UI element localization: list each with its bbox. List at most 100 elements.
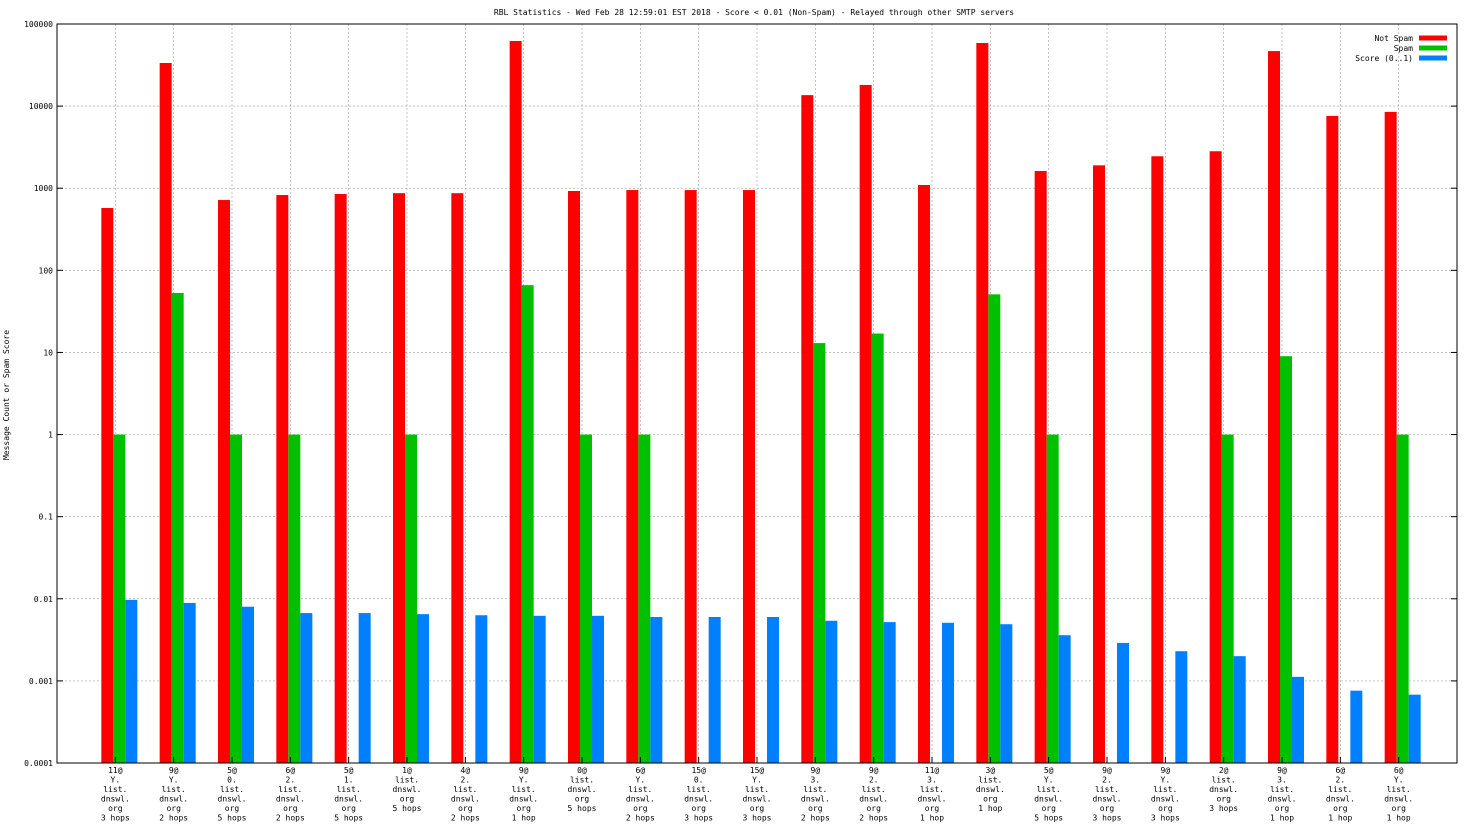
bar-not-spam <box>743 190 755 763</box>
x-tick-label: 3@ list. dnswl. org 1 hop <box>976 766 1005 813</box>
bar-not-spam <box>276 195 289 764</box>
bar-spam <box>171 292 184 763</box>
grid <box>57 24 1457 763</box>
y-axis-label: Message Count or Spam Score <box>2 330 11 460</box>
x-tick-label: 1@ list. dnswl. org 5 hops <box>393 766 422 813</box>
legend-swatch <box>1419 35 1447 41</box>
bar-not-spam <box>568 191 580 763</box>
x-tick-label: 9@ 3. list. dnswl. org 2 hops <box>801 766 830 823</box>
bar-not-spam <box>976 42 989 764</box>
bar-not-spam <box>218 200 230 763</box>
x-tick-label: 5@ Y. list. dnswl. org 5 hops <box>1034 766 1063 823</box>
legend-label: Score (0..1) <box>1355 54 1413 63</box>
y-tick-label: 10 <box>43 348 53 357</box>
bar-score <box>533 615 546 763</box>
bar-score <box>125 599 138 763</box>
bar-score <box>417 614 429 763</box>
bar-score <box>1408 694 1421 763</box>
x-tick-label: 9@ 3. list. dnswl. org 1 hop <box>1268 766 1297 823</box>
x-tick-label: 9@ Y. list. dnswl. org 3 hops <box>1151 766 1180 823</box>
bar-score <box>883 622 896 763</box>
y-tick-label: 100000 <box>24 20 53 29</box>
legend-swatch <box>1419 55 1447 61</box>
bar-spam <box>871 333 884 763</box>
bars <box>101 40 1421 764</box>
y-tick-label: 1000 <box>34 184 53 193</box>
x-tick-label: 5@ 0. list. dnswl. org 5 hops <box>218 766 247 823</box>
x-tick-label: 2@ list. dnswl. org 3 hops <box>1209 766 1238 813</box>
bar-not-spam <box>1093 165 1105 764</box>
bar-not-spam <box>918 184 930 763</box>
bar-score <box>592 615 604 763</box>
bar-not-spam <box>1034 171 1047 764</box>
bar-not-spam <box>801 95 814 764</box>
y-tick-label: 10000 <box>29 102 53 111</box>
bar-score <box>358 613 371 763</box>
y-tick-label: 0.0001 <box>24 759 53 768</box>
bar-not-spam <box>1268 51 1280 764</box>
bar-spam <box>1280 356 1292 763</box>
y-ticks: 0.0001 0.001 0.01 0.1 1 10 100 1000 10000 100000 <box>24 20 1457 768</box>
bar-score <box>300 613 313 763</box>
bar-spam <box>813 343 826 763</box>
bar-spam <box>230 434 242 763</box>
legend-label: Not Spam <box>1374 34 1413 43</box>
bar-not-spam <box>393 193 405 764</box>
bar-not-spam <box>1151 156 1164 764</box>
bar-spam <box>638 434 651 763</box>
y-tick-label: 0.1 <box>39 513 54 522</box>
bar-score <box>1292 676 1304 763</box>
bar-score <box>1058 635 1071 763</box>
bar-score <box>1117 642 1129 763</box>
x-tick-label: 9@ 2. list. dnswl. org 3 hops <box>1093 766 1122 823</box>
bar-spam <box>113 434 126 763</box>
bar-not-spam <box>159 62 172 764</box>
x-tick-label: 9@ Y. list. dnswl. org 2 hops <box>159 766 188 823</box>
bar-spam <box>405 434 417 763</box>
bar-score <box>475 615 488 763</box>
x-tick-label: 11@ 3. list. dnswl. org 1 hop <box>918 766 947 823</box>
x-tick-label: 4@ 2. list. dnswl. org 2 hops <box>451 766 480 823</box>
bar-spam <box>1221 434 1234 763</box>
chart-title: RBL Statistics - Wed Feb 28 12:59:01 EST… <box>494 8 1014 17</box>
x-ticks: 11@ Y. list. dnswl. org 3 hops 9@ Y. list. dnswl.… <box>101 757 1413 823</box>
x-tick-label: 9@ 2. list. dnswl. org 2 hops <box>859 766 888 823</box>
x-tick-label: 6@ 2. list. dnswl. org 1 hop <box>1326 766 1355 823</box>
x-tick-label: 0@ list. dnswl. org 5 hops <box>568 766 597 813</box>
x-tick-label: 9@ Y. list. dnswl. org 1 hop <box>509 766 538 823</box>
x-tick-label: 6@ 2. list. dnswl. org 2 hops <box>276 766 305 823</box>
bar-spam <box>521 285 534 763</box>
x-tick-label: 11@ Y. list. dnswl. org 3 hops <box>101 766 130 823</box>
bar-score <box>1000 624 1013 763</box>
bar-score <box>1233 656 1246 763</box>
bar-score <box>650 616 663 763</box>
bar-score <box>1175 651 1188 763</box>
bar-score <box>708 616 721 763</box>
bar-not-spam <box>684 190 697 763</box>
bar-not-spam <box>1326 115 1339 763</box>
legend-swatch <box>1419 45 1447 51</box>
bar-not-spam <box>1384 111 1397 763</box>
x-tick-label: 15@ Y. list. dnswl. org 3 hops <box>743 766 772 823</box>
x-tick-label: 5@ 1. list. dnswl. org 5 hops <box>334 766 363 823</box>
bar-not-spam <box>626 190 639 763</box>
bar-not-spam <box>451 193 464 764</box>
bar-not-spam <box>509 40 522 763</box>
y-tick-label: 0.01 <box>34 595 53 604</box>
y-tick-label: 0.001 <box>29 677 53 686</box>
bar-not-spam <box>1209 151 1222 763</box>
bar-not-spam <box>101 208 114 763</box>
bar-score <box>1350 690 1363 763</box>
bar-not-spam <box>859 84 872 764</box>
bar-spam <box>1396 434 1409 763</box>
bar-spam <box>988 294 1001 763</box>
bar-score <box>242 606 254 763</box>
x-tick-label: 15@ 0. list. dnswl. org 3 hops <box>684 766 713 823</box>
bar-spam <box>580 434 592 763</box>
bar-spam <box>288 434 301 763</box>
x-tick-label: 6@ Y. list. dnswl. org 2 hops <box>626 766 655 823</box>
bar-score <box>942 622 954 763</box>
legend-label: Spam <box>1394 44 1413 53</box>
